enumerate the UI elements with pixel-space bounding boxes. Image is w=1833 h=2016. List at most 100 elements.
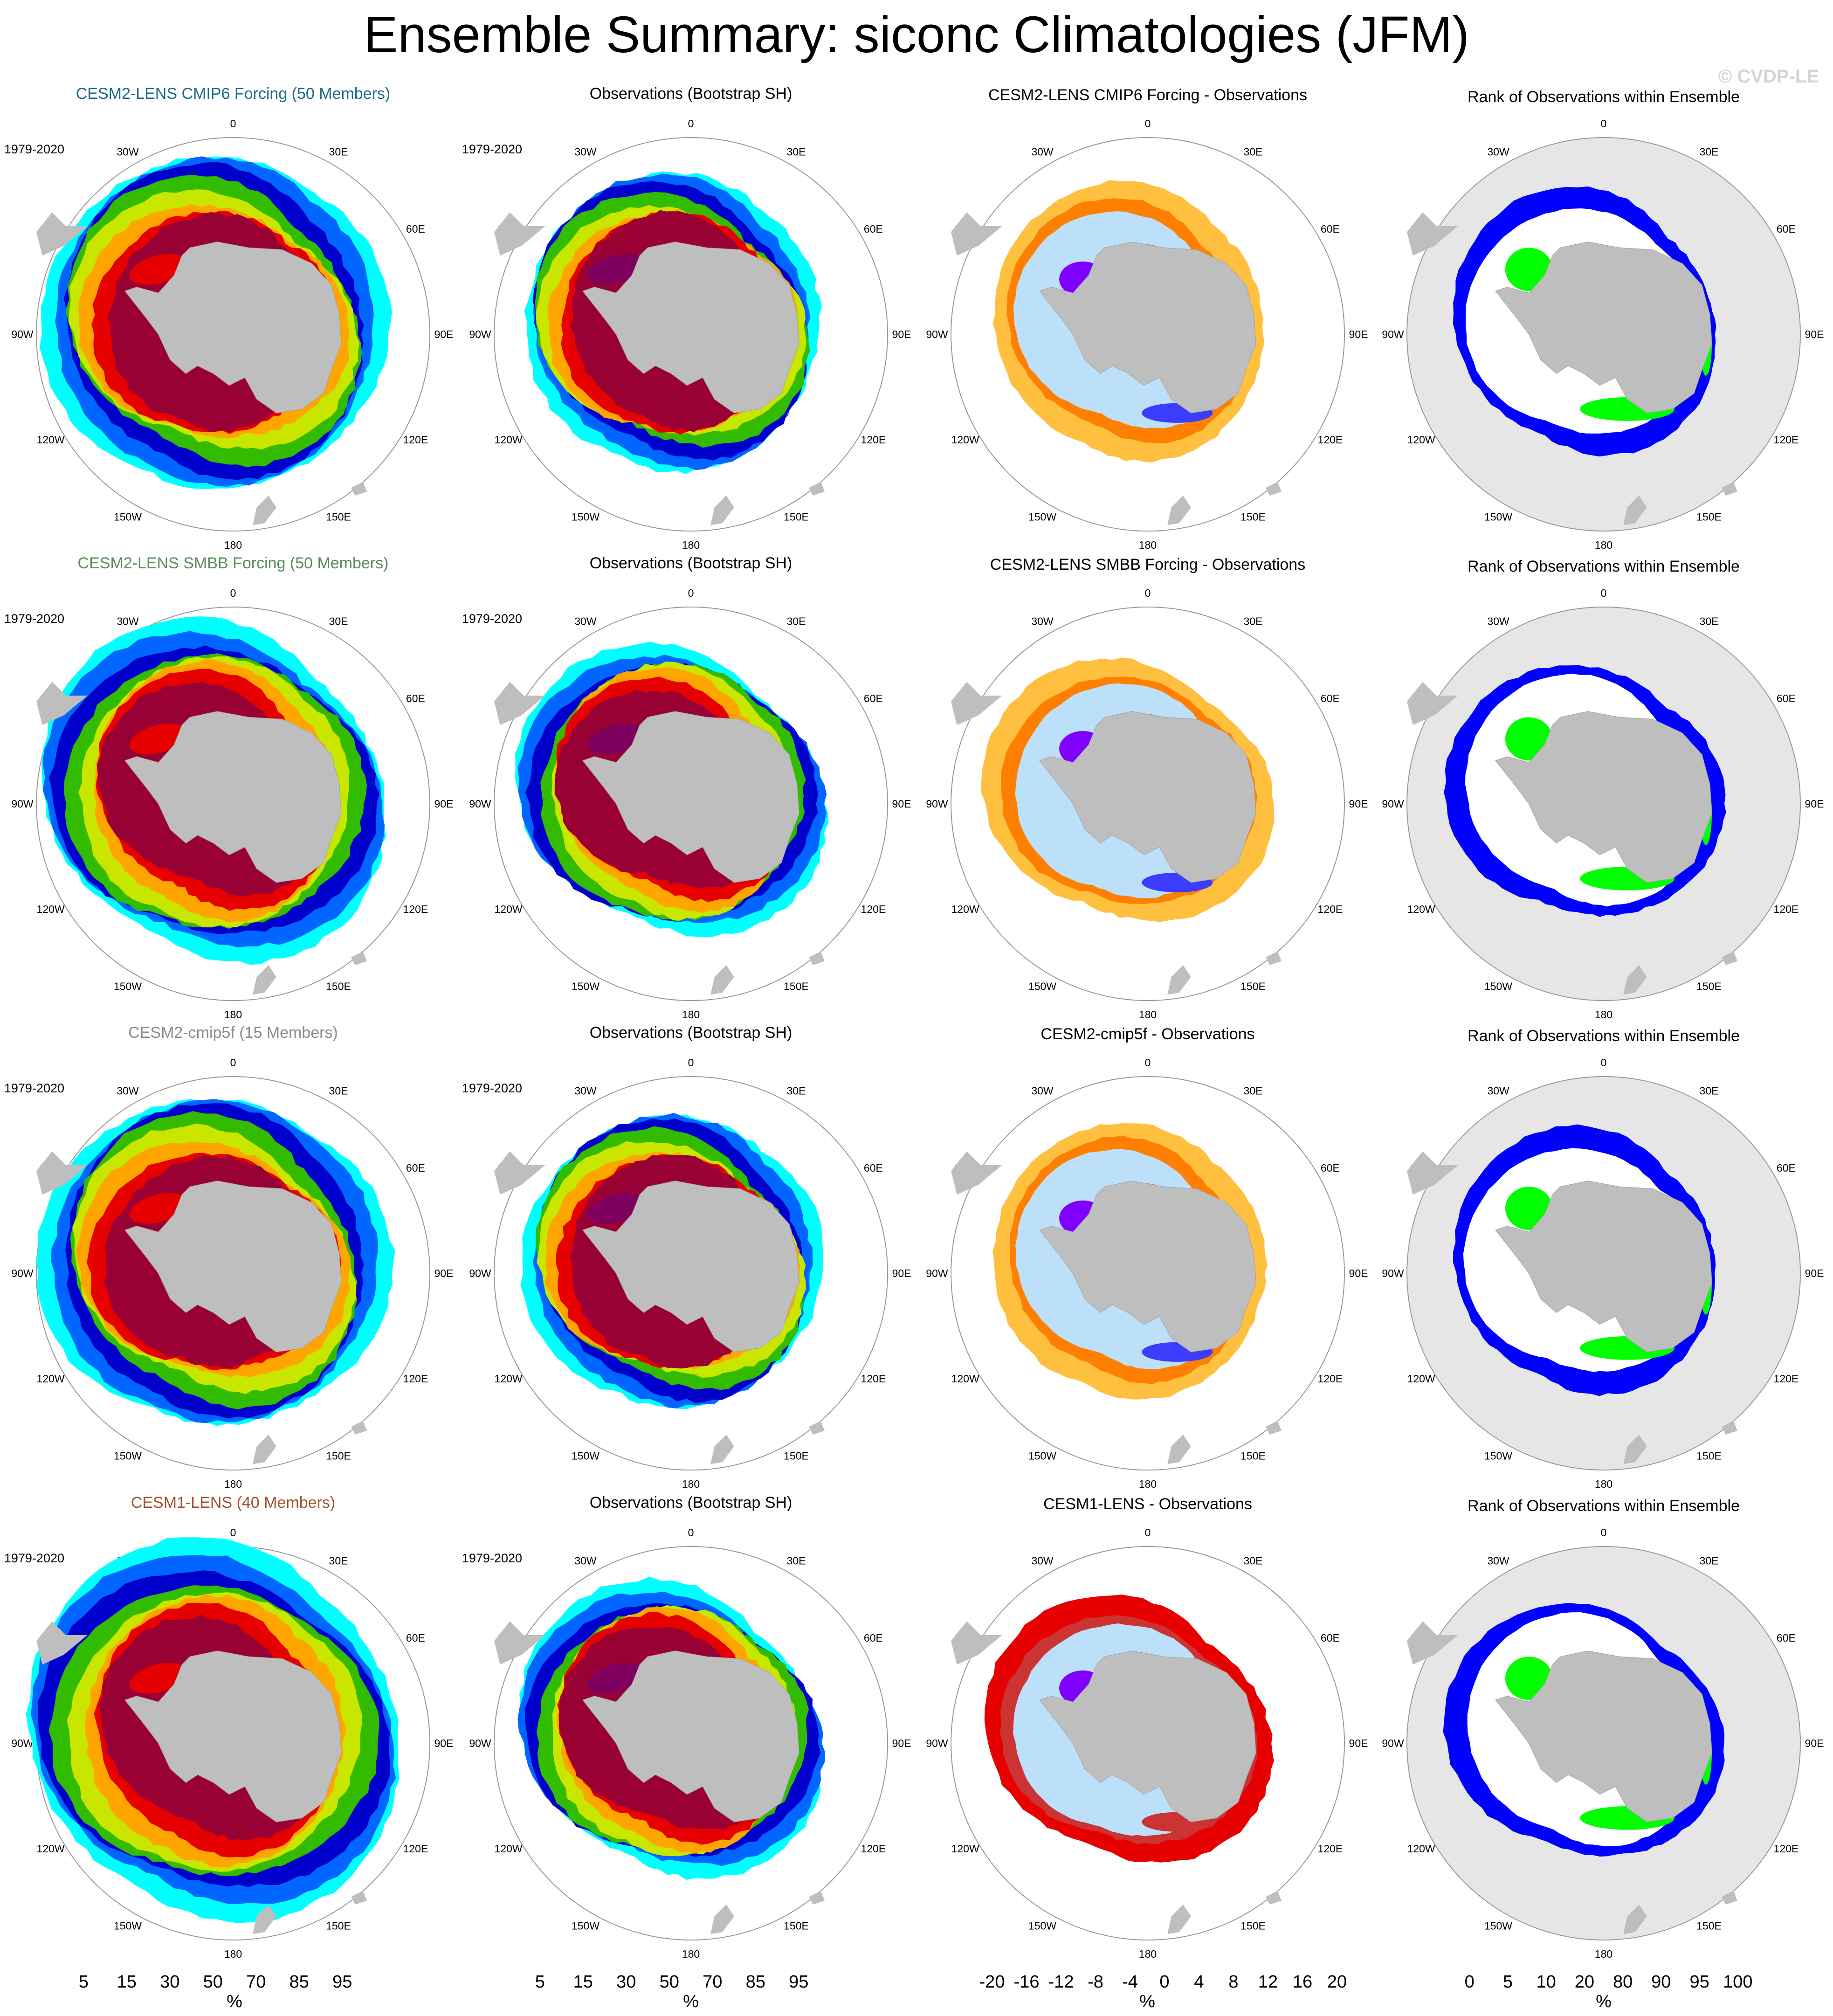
lon-label: 30E — [787, 615, 806, 628]
lon-label: 120E — [1318, 1373, 1343, 1385]
land-south-america — [1407, 1621, 1458, 1665]
lon-label: 150W — [1028, 511, 1056, 523]
land-tasmania — [1722, 482, 1737, 496]
lon-label: 150W — [1484, 1450, 1512, 1462]
land-antarctica — [1039, 711, 1256, 883]
colorbar-tick-label: 85 — [289, 1972, 309, 1992]
lon-label: 0 — [1145, 1526, 1151, 1539]
lon-label: 150W — [572, 980, 600, 992]
lon-label: 90W — [469, 328, 491, 340]
colorbar-tick-label: 20 — [1327, 1972, 1347, 1992]
panel-title: Rank of Observations within Ensemble — [1468, 1497, 1740, 1515]
lon-label: 0 — [1601, 587, 1607, 599]
land-tasmania — [809, 482, 825, 496]
lon-label: 120E — [403, 1843, 428, 1855]
lon-label: 150E — [784, 980, 809, 992]
lon-label: 0 — [230, 1526, 236, 1539]
land-south-america — [1407, 682, 1458, 725]
lon-label: 30W — [117, 1085, 139, 1097]
map-panel-r3c3: CESM2-cmip5f - Observations 0 30E 60E 90E 120… — [926, 1025, 1368, 1490]
map-panel-r3c4: Rank of Observations within Ensemble 0 30E… — [1382, 1027, 1824, 1490]
lon-label: 0 — [688, 1526, 694, 1539]
lon-label: 60E — [864, 223, 883, 235]
lon-label: 180 — [1139, 1948, 1157, 1960]
lon-label: 30W — [574, 1555, 597, 1567]
lon-label: 150E — [1240, 1450, 1266, 1462]
land-new-zealand — [253, 1435, 276, 1464]
lon-label: 90W — [926, 1267, 948, 1279]
lon-label: 150W — [114, 1919, 142, 1932]
colorbar-tick-label: -20 — [979, 1972, 1005, 1992]
lon-label: 60E — [406, 692, 425, 704]
lon-label: 150E — [1240, 1919, 1266, 1932]
land-antarctica — [1039, 1181, 1256, 1353]
lon-label: 90W — [469, 1267, 491, 1279]
lon-label: 30E — [1244, 615, 1263, 628]
lon-label: 90W — [11, 328, 34, 340]
panel-period: 1979-2020 — [4, 612, 64, 626]
lon-label: 180 — [1595, 1008, 1612, 1021]
colorbar-tick-label: 5 — [1503, 1972, 1513, 1992]
lon-label: 150W — [572, 511, 600, 523]
map-panel-r4c2: Observations (Bootstrap SH) 1979-2020 0 30E… — [462, 1494, 911, 1960]
lon-label: 120E — [1774, 434, 1799, 446]
colorbar-tick-label: 95 — [1689, 1972, 1709, 1992]
lon-label: 30W — [574, 1085, 597, 1097]
colorbar-tick-label: -8 — [1088, 1972, 1103, 1992]
lon-label: 150W — [572, 1919, 600, 1932]
lon-label: 60E — [1321, 692, 1340, 704]
panel-title: Rank of Observations within Ensemble — [1468, 558, 1740, 575]
land-antarctica — [1039, 1650, 1256, 1823]
lon-label: 150E — [1696, 1919, 1722, 1932]
land-tasmania — [351, 1891, 367, 1905]
lon-label: 30W — [1031, 1085, 1054, 1097]
lon-label: 120E — [403, 903, 428, 915]
lon-label: 0 — [1601, 117, 1607, 130]
land-new-zealand — [1623, 1905, 1647, 1934]
map-panel-r4c1: CESM1-LENS (40 Members) 1979-2020 0 30E 60E 9… — [4, 1494, 454, 1960]
lon-label: 120E — [861, 903, 886, 915]
colorbar-tick-label: 30 — [160, 1972, 179, 1992]
lon-label: 90E — [434, 1267, 454, 1279]
lon-label: 30W — [574, 615, 597, 628]
map-panel-r1c4: Rank of Observations within Ensemble 0 30E… — [1382, 88, 1824, 551]
lon-label: 0 — [1601, 1526, 1607, 1539]
lon-label: 90E — [434, 798, 454, 810]
lon-label: 90E — [1805, 1737, 1824, 1749]
land-antarctica — [582, 711, 799, 883]
lon-label: 30E — [1244, 1085, 1263, 1097]
colorbar-tick-label: 12 — [1258, 1972, 1278, 1992]
lon-label: 120W — [37, 903, 65, 915]
land-tasmania — [1722, 951, 1737, 965]
colorbar-tick-label: 85 — [746, 1972, 765, 1992]
lon-label: 30E — [1700, 1555, 1719, 1567]
land-new-zealand — [1167, 1905, 1191, 1934]
lon-label: 90E — [434, 1737, 454, 1749]
lon-label: 90E — [1805, 328, 1824, 340]
land-tasmania — [351, 482, 367, 496]
lon-label: 180 — [682, 539, 700, 551]
lon-label: 90E — [892, 798, 911, 810]
lon-label: 90E — [1805, 1267, 1824, 1279]
lon-label: 120E — [1774, 1843, 1799, 1855]
lon-label: 0 — [1145, 587, 1151, 599]
panel-title: Observations (Bootstrap SH) — [590, 1024, 792, 1042]
panel-title: Observations (Bootstrap SH) — [590, 554, 792, 572]
lon-label: 90W — [11, 798, 34, 810]
panel-title: Observations (Bootstrap SH) — [590, 1494, 792, 1512]
lon-label: 60E — [1777, 1162, 1796, 1174]
lon-label: 120W — [1407, 1843, 1435, 1855]
land-new-zealand — [253, 496, 276, 525]
lon-label: 180 — [1595, 539, 1612, 551]
land-tasmania — [351, 951, 367, 965]
colorbar-tick-label: 0 — [1159, 1972, 1169, 1992]
panel-title: CESM2-cmip5f (15 Members) — [128, 1024, 338, 1042]
land-new-zealand — [253, 1905, 276, 1934]
lon-label: 30E — [787, 146, 806, 158]
land-south-america — [494, 1151, 545, 1195]
lon-label: 30E — [1700, 1085, 1719, 1097]
colorbar-tick-label: 15 — [573, 1972, 593, 1992]
lon-label: 60E — [864, 1632, 883, 1644]
colorbar-tick-label: 100 — [1723, 1972, 1752, 1992]
colorbar-units: % — [227, 1992, 242, 2011]
